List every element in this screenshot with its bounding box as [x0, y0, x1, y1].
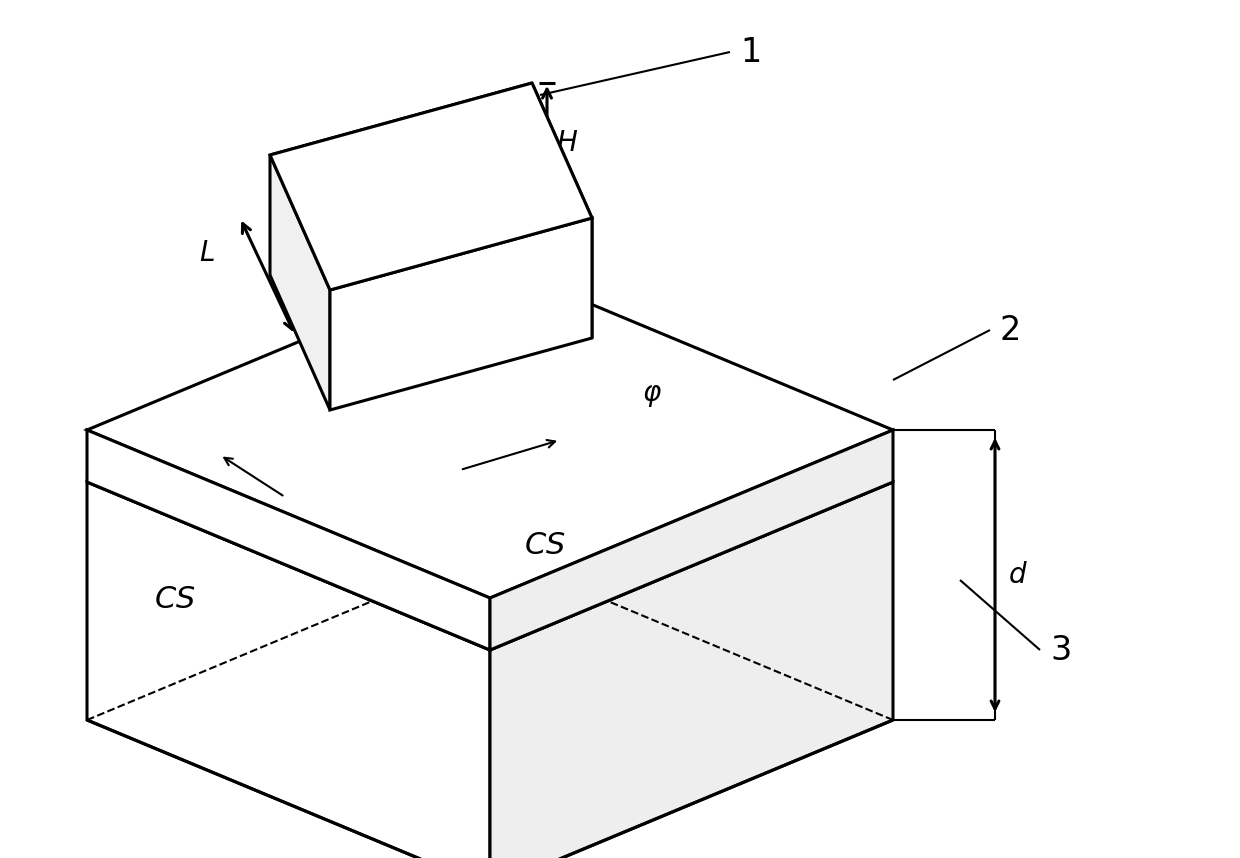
- Polygon shape: [330, 218, 591, 410]
- Polygon shape: [87, 262, 893, 598]
- Text: 3: 3: [1050, 633, 1071, 667]
- Text: 2: 2: [999, 313, 1022, 347]
- Polygon shape: [87, 430, 490, 650]
- Polygon shape: [490, 482, 893, 858]
- Polygon shape: [490, 430, 893, 650]
- Polygon shape: [87, 482, 490, 858]
- Text: CS: CS: [525, 530, 565, 559]
- Polygon shape: [532, 83, 591, 338]
- Text: W: W: [376, 351, 404, 379]
- Text: d: d: [1009, 561, 1027, 589]
- Text: L: L: [200, 239, 215, 267]
- Polygon shape: [270, 83, 591, 290]
- Polygon shape: [270, 155, 330, 410]
- Text: 1: 1: [740, 35, 761, 69]
- Text: CS: CS: [154, 585, 196, 614]
- Text: φ: φ: [642, 379, 661, 407]
- Text: H: H: [557, 129, 578, 157]
